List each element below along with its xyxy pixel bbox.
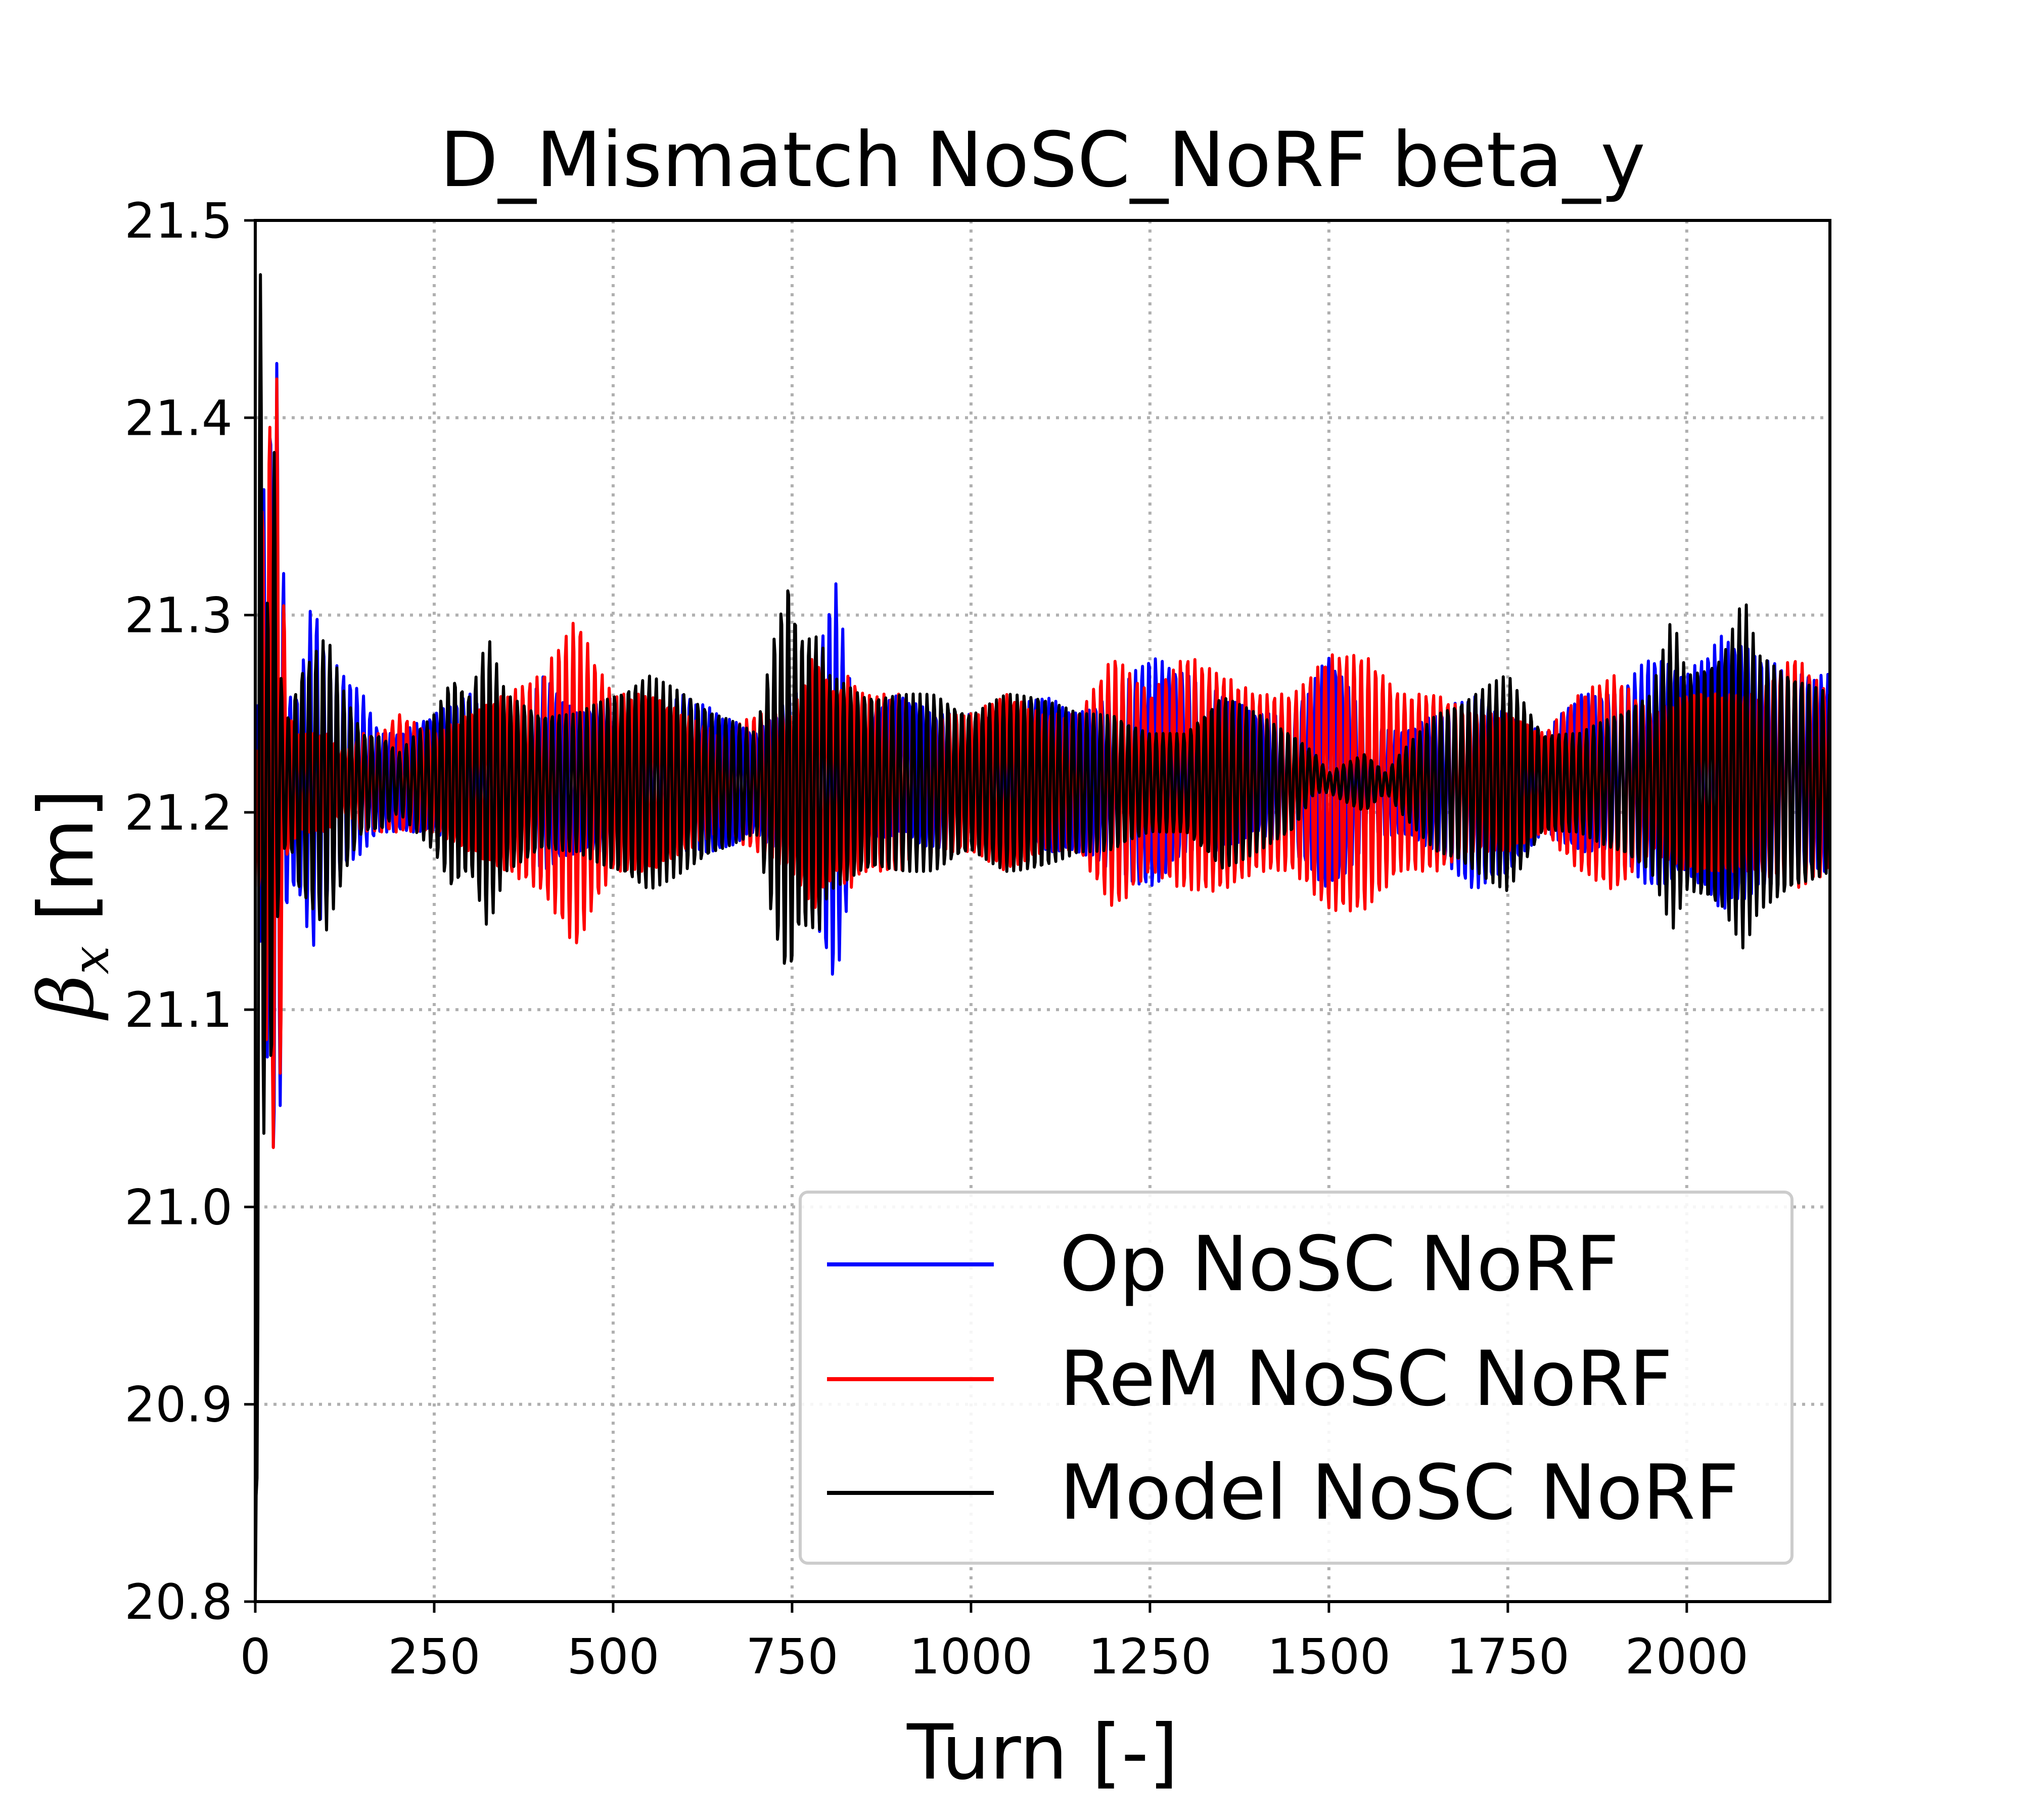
legend-item-op: Op NoSC NoRF [827, 1220, 1619, 1308]
y-axis-subscript: x [61, 945, 120, 975]
x-tick-label: 1000 [909, 1628, 1033, 1685]
axis-ticks: 0 250 500 750 1000 1250 1500 1750 2000 20.8 20.9 21… [124, 193, 1749, 1685]
y-tick-label: 21.3 [124, 587, 233, 644]
legend-label-rem: ReM NoSC NoRF [1060, 1335, 1673, 1423]
x-tick-label: 0 [240, 1628, 270, 1685]
y-axis-symbol: β [23, 974, 111, 1018]
x-tick-label: 750 [746, 1628, 838, 1685]
y-tick-label: 20.9 [124, 1377, 233, 1433]
legend: Op NoSC NoRF ReM NoSC NoRF Model NoSC No… [799, 1191, 1794, 1565]
y-tick-label: 20.8 [124, 1574, 233, 1630]
series-line-2 [255, 273, 1830, 1602]
legend-swatch-model [827, 1491, 994, 1495]
x-tick-label: 1750 [1446, 1628, 1570, 1685]
y-tick-label: 21.0 [124, 1179, 233, 1236]
x-tick-label: 250 [388, 1628, 480, 1685]
x-axis-label: Turn [-] [907, 1709, 1178, 1797]
legend-label-model: Model NoSC NoRF [1060, 1449, 1739, 1537]
legend-item-rem: ReM NoSC NoRF [827, 1335, 1673, 1423]
y-axis-label: βx [m] [23, 789, 120, 1018]
y-tick-label: 21.2 [124, 785, 233, 841]
x-tick-label: 2000 [1625, 1628, 1749, 1685]
legend-swatch-rem [827, 1377, 994, 1381]
y-tick-label: 21.4 [124, 390, 233, 446]
x-tick-label: 500 [567, 1628, 659, 1685]
plot-frame [254, 219, 1831, 1603]
legend-swatch-op [827, 1262, 994, 1266]
x-tick-label: 1250 [1088, 1628, 1212, 1685]
x-tick-label: 1500 [1267, 1628, 1391, 1685]
series-group [255, 273, 1830, 1602]
y-tick-label: 21.5 [124, 193, 233, 249]
legend-item-model: Model NoSC NoRF [827, 1449, 1739, 1537]
y-axis-unit: [m] [23, 789, 111, 922]
series-line-1 [255, 377, 1830, 1149]
legend-label-op: Op NoSC NoRF [1060, 1220, 1620, 1308]
chart-title: D_Mismatch NoSC_NoRF beta_y [440, 116, 1645, 204]
y-tick-label: 21.1 [124, 982, 233, 1038]
